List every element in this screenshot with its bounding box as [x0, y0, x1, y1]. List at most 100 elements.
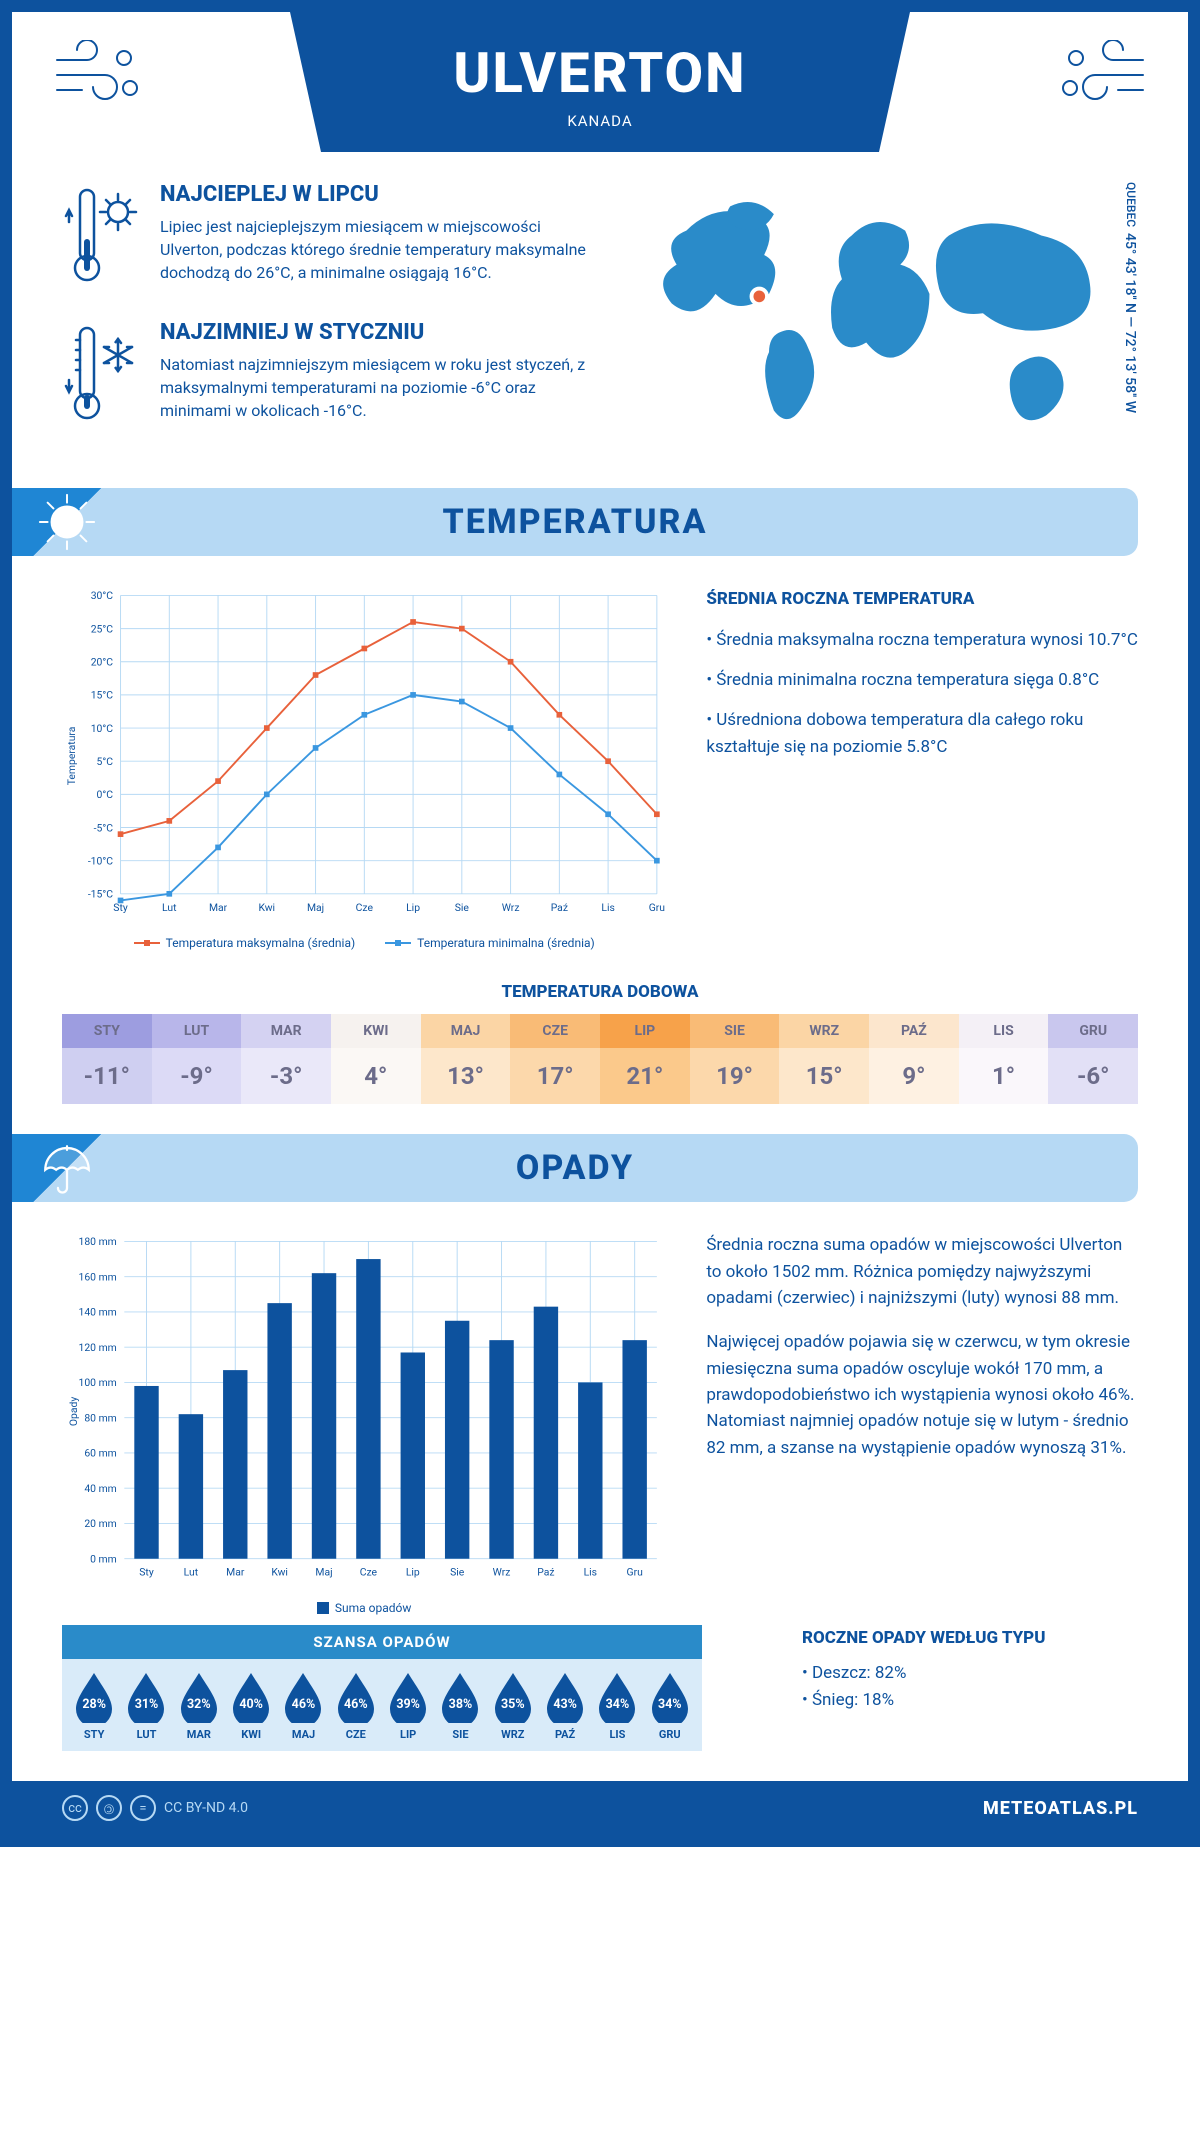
svg-text:-5°C: -5°C: [94, 822, 114, 835]
svg-text:Lis: Lis: [584, 1566, 597, 1579]
svg-text:100 mm: 100 mm: [79, 1376, 117, 1389]
world-map: [628, 182, 1114, 458]
chance-drop: 31% LUT: [120, 1671, 172, 1741]
svg-text:Paź: Paź: [537, 1566, 554, 1579]
daily-temp-cell: LUT -9°: [152, 1014, 242, 1104]
daily-temp-title: TEMPERATURA DOBOWA: [12, 982, 1188, 1002]
thermometer-snow-icon: [62, 320, 142, 430]
wind-swirl-icon-right: [1058, 12, 1148, 114]
type-line: • Deszcz: 82%: [802, 1660, 1138, 1687]
license: cc 🄯 = CC BY-ND 4.0: [62, 1795, 248, 1821]
hot-title: NAJCIEPLEJ W LIPCU: [160, 182, 598, 207]
daily-temp-cell: STY -11°: [62, 1014, 152, 1104]
svg-text:180 mm: 180 mm: [79, 1235, 117, 1248]
cold-fact: NAJZIMNIEJ W STYCZNIU Natomiast najzimni…: [62, 320, 598, 430]
svg-text:60 mm: 60 mm: [84, 1447, 116, 1460]
svg-text:160 mm: 160 mm: [79, 1271, 117, 1284]
title-ribbon: ULVERTON KANADA: [290, 12, 910, 152]
chance-drop: 38% SIE: [434, 1671, 486, 1741]
daily-temp-cell: WRZ 15°: [779, 1014, 869, 1104]
svg-text:80 mm: 80 mm: [84, 1412, 116, 1425]
svg-text:Wrz: Wrz: [502, 901, 520, 914]
temp-info-line: • Średnia minimalna roczna temperatura s…: [706, 667, 1138, 693]
footer: cc 🄯 = CC BY-ND 4.0 METEOATLAS.PL: [12, 1781, 1188, 1835]
svg-text:Maj: Maj: [315, 1566, 332, 1579]
wind-swirl-icon-left: [52, 12, 142, 114]
svg-text:Lis: Lis: [601, 901, 614, 914]
coordinates: QUEBEC 45° 43' 18'' N — 72° 13' 58'' W: [1114, 182, 1138, 458]
svg-text:Opady: Opady: [67, 1397, 80, 1426]
svg-text:Cze: Cze: [356, 901, 374, 914]
chance-drop: 28% STY: [68, 1671, 120, 1741]
svg-text:Kwi: Kwi: [271, 1566, 288, 1579]
sun-icon: [12, 488, 122, 556]
city-title: ULVERTON: [290, 40, 910, 106]
daily-temp-cell: KWI 4°: [331, 1014, 421, 1104]
precipitation-section-bar: OPADY: [12, 1134, 1138, 1202]
daily-temp-cell: MAR -3°: [241, 1014, 331, 1104]
header: ULVERTON KANADA: [12, 12, 1188, 152]
chance-drop: 34% LIS: [591, 1671, 643, 1741]
daily-temp-cell: LIP 21°: [600, 1014, 690, 1104]
daily-temp-cell: GRU -6°: [1048, 1014, 1138, 1104]
site-name: METEOATLAS.PL: [983, 1798, 1138, 1819]
temp-info-line: • Średnia maksymalna roczna temperatura …: [706, 627, 1138, 653]
svg-text:15°C: 15°C: [91, 689, 114, 702]
chance-drop: 46% CZE: [330, 1671, 382, 1741]
temperature-info: ŚREDNIA ROCZNA TEMPERATURA • Średnia mak…: [706, 586, 1138, 950]
cc-icon: cc: [62, 1795, 88, 1821]
svg-text:Paź: Paź: [551, 901, 568, 914]
svg-text:40 mm: 40 mm: [84, 1482, 116, 1495]
svg-text:140 mm: 140 mm: [79, 1306, 117, 1319]
type-line: • Śnieg: 18%: [802, 1687, 1138, 1714]
umbrella-icon: [12, 1134, 122, 1202]
cold-title: NAJZIMNIEJ W STYCZNIU: [160, 320, 598, 345]
daily-temp-cell: MAJ 13°: [421, 1014, 511, 1104]
svg-text:-10°C: -10°C: [88, 855, 113, 868]
chance-drop: 40% KWI: [225, 1671, 277, 1741]
svg-text:-15°C: -15°C: [88, 888, 113, 901]
cold-text: Natomiast najzimniejszym miesiącem w rok…: [160, 353, 598, 423]
daily-temp-table: STY -11° LUT -9° MAR -3° KWI 4° MAJ 13° …: [62, 1014, 1138, 1104]
by-icon: 🄯: [96, 1795, 122, 1821]
hot-fact: NAJCIEPLEJ W LIPCU Lipiec jest najcieple…: [62, 182, 598, 292]
svg-text:20 mm: 20 mm: [84, 1517, 116, 1530]
daily-temp-cell: SIE 19°: [690, 1014, 780, 1104]
precipitation-text: Średnia roczna suma opadów w miejscowośc…: [706, 1232, 1138, 1615]
temperature-section-bar: TEMPERATURA: [12, 488, 1138, 556]
daily-temp-cell: LIS 1°: [959, 1014, 1049, 1104]
precip-paragraph: Średnia roczna suma opadów w miejscowośc…: [706, 1232, 1138, 1311]
svg-text:30°C: 30°C: [91, 590, 114, 603]
svg-text:0 mm: 0 mm: [90, 1553, 117, 1566]
chance-drop: 43% PAŹ: [539, 1671, 591, 1741]
hot-text: Lipiec jest najcieplejszym miesiącem w m…: [160, 215, 598, 285]
svg-text:Wrz: Wrz: [493, 1566, 511, 1579]
svg-text:Sie: Sie: [450, 1566, 465, 1579]
nd-icon: =: [130, 1795, 156, 1821]
svg-text:Mar: Mar: [209, 901, 228, 914]
svg-text:120 mm: 120 mm: [79, 1341, 117, 1354]
svg-text:Maj: Maj: [307, 901, 324, 914]
svg-text:Sie: Sie: [455, 901, 470, 914]
svg-text:10°C: 10°C: [91, 722, 114, 735]
temperature-chart: -15°C-10°C-5°C0°C5°C10°C15°C20°C25°C30°C…: [62, 586, 666, 950]
temp-info-line: • Uśredniona dobowa temperatura dla całe…: [706, 707, 1138, 760]
intro-section: NAJCIEPLEJ W LIPCU Lipiec jest najcieple…: [12, 152, 1188, 468]
svg-text:0°C: 0°C: [97, 788, 114, 801]
precip-paragraph: Najwięcej opadów pojawia się w czerwcu, …: [706, 1329, 1138, 1461]
svg-text:Lut: Lut: [162, 901, 177, 914]
chance-drop: 46% MAJ: [277, 1671, 329, 1741]
precipitation-chance-box: SZANSA OPADÓW 28% STY 31% LUT 32% MAR 40…: [62, 1625, 702, 1751]
precipitation-by-type: ROCZNE OPADY WEDŁUG TYPU • Deszcz: 82%• …: [752, 1605, 1188, 1735]
thermometer-sun-icon: [62, 182, 142, 292]
svg-text:Cze: Cze: [360, 1566, 378, 1579]
svg-text:25°C: 25°C: [91, 623, 114, 636]
country-subtitle: KANADA: [290, 112, 910, 130]
svg-text:Mar: Mar: [226, 1566, 245, 1579]
temperature-legend: Temperatura maksymalna (średnia)Temperat…: [62, 936, 666, 950]
svg-text:Temperatura: Temperatura: [65, 727, 78, 786]
daily-temp-cell: PAŹ 9°: [869, 1014, 959, 1104]
svg-text:Gru: Gru: [627, 1566, 644, 1579]
svg-text:5°C: 5°C: [97, 755, 114, 768]
svg-text:Kwi: Kwi: [259, 901, 276, 914]
